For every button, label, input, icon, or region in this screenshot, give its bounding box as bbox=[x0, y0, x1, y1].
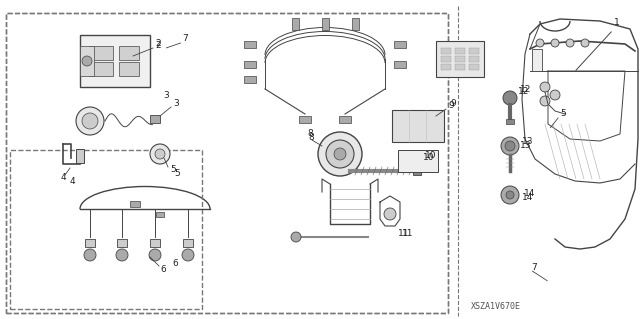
Text: 13: 13 bbox=[522, 137, 534, 145]
Bar bbox=[394, 41, 406, 48]
Text: 7: 7 bbox=[182, 34, 188, 43]
Bar bbox=[80, 46, 94, 76]
Circle shape bbox=[505, 141, 515, 151]
Circle shape bbox=[116, 249, 128, 261]
Circle shape bbox=[84, 249, 96, 261]
Bar bbox=[85, 239, 95, 247]
Circle shape bbox=[503, 91, 517, 105]
Bar bbox=[441, 48, 451, 54]
Bar bbox=[455, 48, 465, 54]
Bar bbox=[183, 239, 193, 247]
Text: 4: 4 bbox=[70, 177, 76, 187]
Circle shape bbox=[506, 191, 514, 199]
Bar bbox=[469, 56, 479, 62]
Bar bbox=[150, 239, 160, 247]
Text: 5: 5 bbox=[560, 109, 566, 118]
Bar bbox=[117, 239, 127, 247]
Circle shape bbox=[82, 113, 98, 129]
Circle shape bbox=[551, 39, 559, 47]
Bar bbox=[455, 64, 465, 70]
Bar bbox=[291, 18, 298, 30]
Text: 2: 2 bbox=[155, 41, 161, 49]
Bar bbox=[76, 149, 84, 163]
Circle shape bbox=[540, 96, 550, 106]
Text: 1: 1 bbox=[614, 18, 620, 27]
Circle shape bbox=[540, 82, 550, 92]
Text: 10: 10 bbox=[425, 152, 436, 160]
Bar bbox=[398, 150, 438, 172]
Circle shape bbox=[326, 140, 354, 168]
Text: 6: 6 bbox=[160, 264, 166, 273]
Circle shape bbox=[581, 39, 589, 47]
Text: 14: 14 bbox=[524, 189, 536, 197]
Circle shape bbox=[150, 144, 170, 164]
Text: 6: 6 bbox=[172, 259, 178, 269]
Text: 14: 14 bbox=[522, 192, 533, 202]
Text: 2: 2 bbox=[155, 39, 161, 48]
Bar bbox=[150, 115, 160, 123]
Bar bbox=[469, 48, 479, 54]
Text: 9: 9 bbox=[450, 100, 456, 108]
Bar bbox=[89, 62, 113, 76]
Text: 11: 11 bbox=[398, 229, 410, 239]
Circle shape bbox=[536, 39, 544, 47]
Text: 3: 3 bbox=[173, 100, 179, 108]
Text: 12: 12 bbox=[520, 85, 531, 94]
Text: 8: 8 bbox=[308, 133, 314, 143]
Text: 3: 3 bbox=[163, 91, 169, 100]
Circle shape bbox=[550, 90, 560, 100]
Bar bbox=[6, 13, 448, 313]
Bar bbox=[455, 56, 465, 62]
Bar bbox=[321, 18, 328, 30]
Circle shape bbox=[291, 232, 301, 242]
Bar bbox=[436, 41, 484, 77]
Text: 10: 10 bbox=[423, 152, 435, 161]
Bar bbox=[156, 211, 164, 217]
Bar bbox=[119, 62, 139, 76]
Text: XSZA1V670E: XSZA1V670E bbox=[471, 302, 521, 311]
Bar bbox=[10, 150, 202, 309]
Bar bbox=[392, 110, 444, 142]
Text: 5: 5 bbox=[174, 169, 180, 179]
Bar bbox=[299, 115, 311, 122]
Circle shape bbox=[318, 132, 362, 176]
Bar bbox=[441, 64, 451, 70]
Bar bbox=[339, 115, 351, 122]
Circle shape bbox=[155, 149, 165, 159]
Bar bbox=[80, 35, 150, 87]
Text: 4: 4 bbox=[61, 174, 67, 182]
Text: 11: 11 bbox=[402, 229, 413, 239]
Text: 13: 13 bbox=[520, 140, 531, 150]
Bar bbox=[469, 64, 479, 70]
Bar bbox=[532, 49, 542, 71]
Circle shape bbox=[76, 107, 104, 135]
Text: 7: 7 bbox=[531, 263, 537, 272]
Circle shape bbox=[501, 186, 519, 204]
Bar bbox=[394, 61, 406, 68]
Circle shape bbox=[82, 56, 92, 66]
Circle shape bbox=[566, 39, 574, 47]
Bar bbox=[89, 46, 113, 60]
Circle shape bbox=[334, 148, 346, 160]
Text: 9: 9 bbox=[448, 101, 454, 110]
Bar bbox=[413, 167, 421, 175]
Circle shape bbox=[149, 249, 161, 261]
Text: 8: 8 bbox=[307, 130, 313, 138]
Bar bbox=[244, 76, 256, 83]
Bar bbox=[351, 18, 358, 30]
Text: 12: 12 bbox=[518, 87, 529, 97]
Bar bbox=[244, 61, 256, 68]
Circle shape bbox=[384, 208, 396, 220]
Bar bbox=[6, 13, 448, 313]
Circle shape bbox=[501, 137, 519, 155]
Bar bbox=[244, 41, 256, 48]
Text: 5: 5 bbox=[170, 166, 176, 174]
Bar bbox=[441, 56, 451, 62]
Bar bbox=[119, 46, 139, 60]
Bar bbox=[506, 118, 514, 123]
Bar bbox=[130, 201, 140, 207]
Circle shape bbox=[182, 249, 194, 261]
